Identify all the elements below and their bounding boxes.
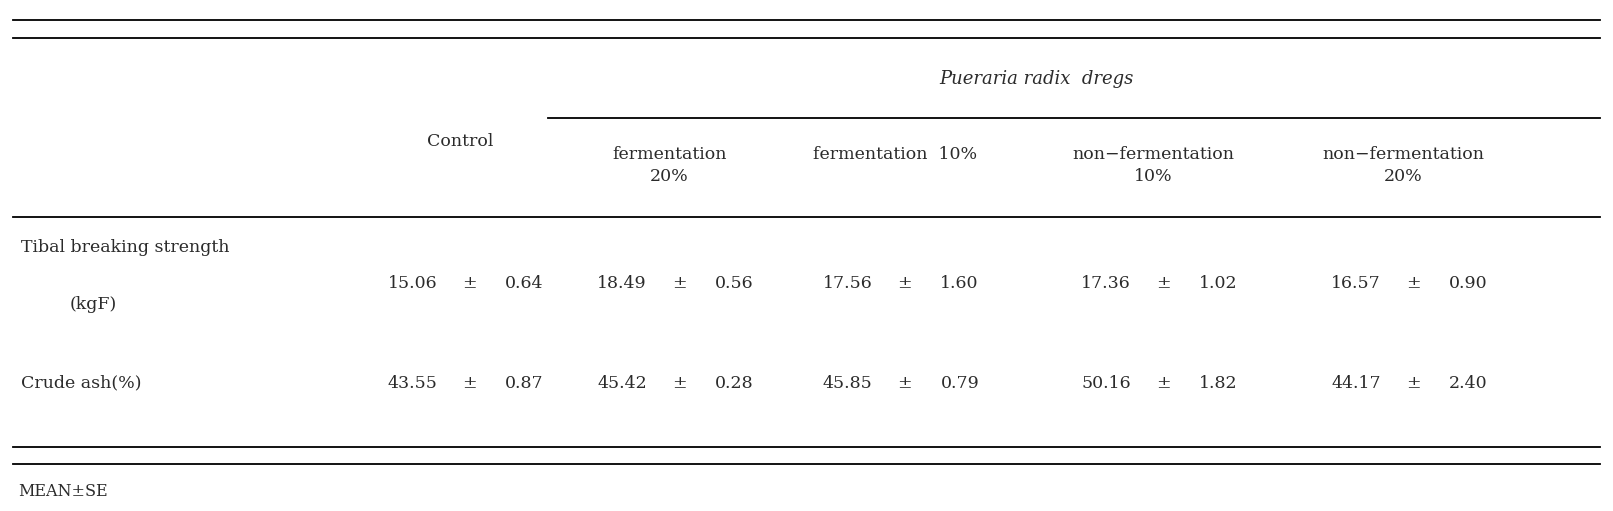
- Text: 16.57: 16.57: [1331, 275, 1381, 292]
- Text: ±: ±: [671, 275, 687, 292]
- Text: ±: ±: [1155, 375, 1171, 392]
- Text: non−fermentation
10%: non−fermentation 10%: [1073, 146, 1234, 185]
- Text: Pueraria radix  dregs: Pueraria radix dregs: [939, 70, 1134, 88]
- Text: 45.85: 45.85: [823, 375, 873, 392]
- Text: 2.40: 2.40: [1448, 375, 1487, 392]
- Text: 17.56: 17.56: [823, 275, 873, 292]
- Text: 1.60: 1.60: [940, 275, 979, 292]
- Text: 15.06: 15.06: [387, 275, 437, 292]
- Text: 0.64: 0.64: [505, 275, 544, 292]
- Text: 0.28: 0.28: [715, 375, 753, 392]
- Text: fermentation
20%: fermentation 20%: [613, 146, 726, 185]
- Text: (kgF): (kgF): [69, 295, 116, 313]
- Text: 44.17: 44.17: [1331, 375, 1381, 392]
- Text: 18.49: 18.49: [597, 275, 647, 292]
- Text: ±: ±: [1155, 275, 1171, 292]
- Text: 43.55: 43.55: [387, 375, 437, 392]
- Text: fermentation  10%: fermentation 10%: [813, 146, 977, 162]
- Text: Crude ash(%): Crude ash(%): [21, 375, 142, 392]
- Text: 0.56: 0.56: [715, 275, 753, 292]
- Text: non−fermentation
20%: non−fermentation 20%: [1323, 146, 1484, 185]
- Text: ±: ±: [1405, 375, 1421, 392]
- Text: Control: Control: [426, 133, 494, 150]
- Text: ±: ±: [897, 275, 913, 292]
- Text: ±: ±: [461, 375, 477, 392]
- Text: ±: ±: [671, 375, 687, 392]
- Text: 45.42: 45.42: [597, 375, 647, 392]
- Text: 0.87: 0.87: [505, 375, 544, 392]
- Text: 0.79: 0.79: [940, 375, 979, 392]
- Text: 1.02: 1.02: [1198, 275, 1237, 292]
- Text: 50.16: 50.16: [1081, 375, 1131, 392]
- Text: ±: ±: [1405, 275, 1421, 292]
- Text: 17.36: 17.36: [1081, 275, 1131, 292]
- Text: 0.90: 0.90: [1448, 275, 1487, 292]
- Text: 1.82: 1.82: [1198, 375, 1237, 392]
- Text: MEAN±SE: MEAN±SE: [18, 483, 108, 500]
- Text: ±: ±: [461, 275, 477, 292]
- Text: ±: ±: [897, 375, 913, 392]
- Text: Tibal breaking strength: Tibal breaking strength: [21, 239, 229, 257]
